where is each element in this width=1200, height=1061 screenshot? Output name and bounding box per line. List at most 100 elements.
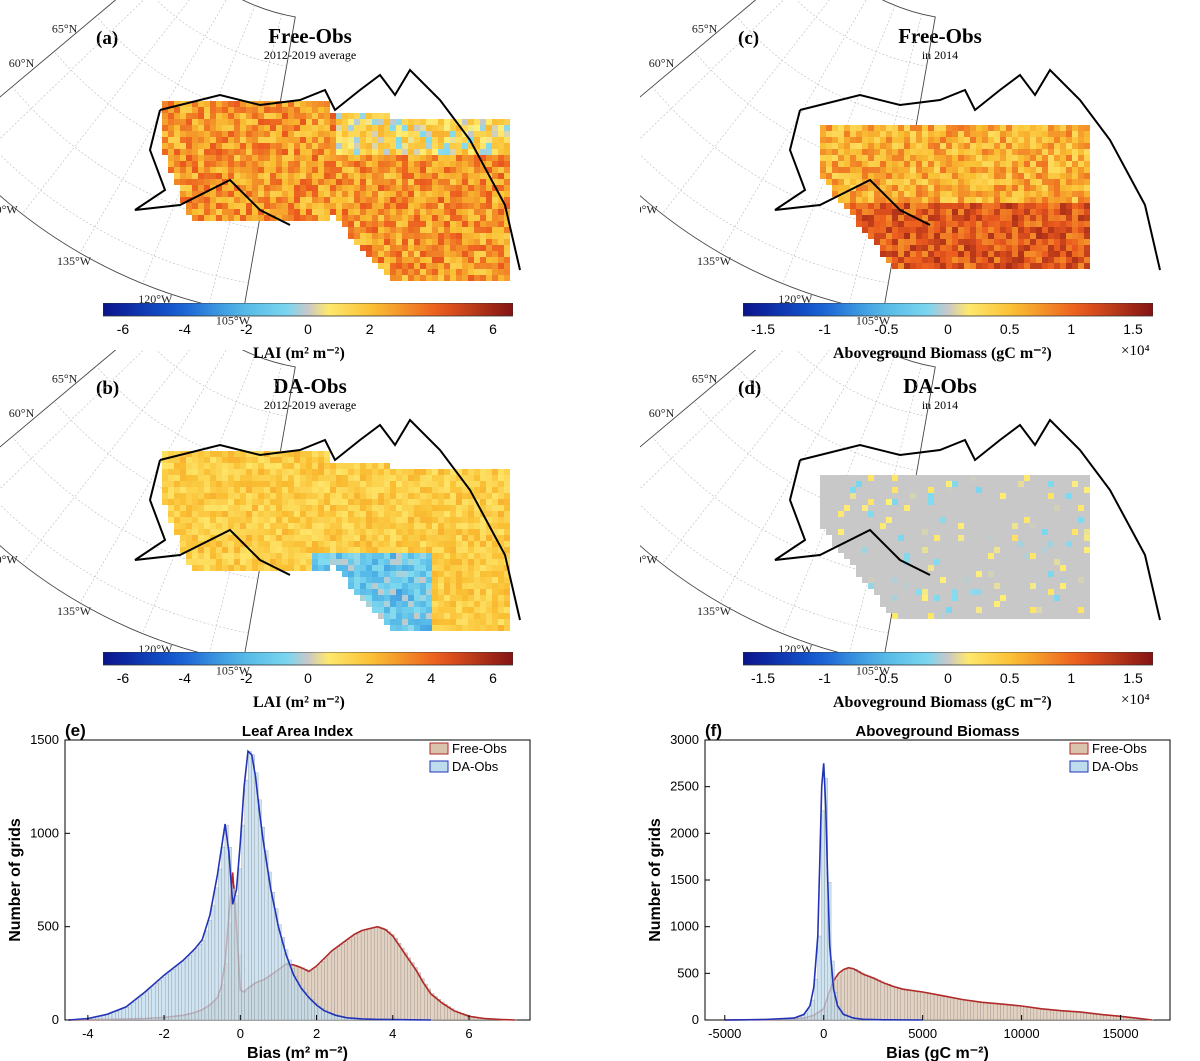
- map-cell: [438, 191, 444, 197]
- map-cell: [330, 179, 336, 185]
- map-cell: [964, 131, 970, 137]
- map-cell: [192, 215, 198, 221]
- map-cell: [898, 493, 904, 499]
- panel-label: (a): [96, 28, 119, 49]
- map-cell: [880, 125, 886, 131]
- map-cell: [450, 203, 456, 209]
- map-cell: [348, 505, 354, 511]
- map-cell: [426, 167, 432, 173]
- histogram-bar: [271, 892, 275, 1021]
- map-cell: [820, 511, 826, 517]
- map-cell: [366, 463, 372, 469]
- map-cell: [336, 113, 342, 119]
- map-cell: [1000, 553, 1006, 559]
- map-cell: [1012, 155, 1018, 161]
- map-cell: [1054, 191, 1060, 197]
- map-cell: [1048, 173, 1054, 179]
- map-cell: [1000, 137, 1006, 143]
- map-cell: [970, 559, 976, 565]
- map-cell: [444, 149, 450, 155]
- map-cell: [204, 451, 210, 457]
- map-cell: [444, 541, 450, 547]
- map-cell: [450, 565, 456, 571]
- map-cell: [1054, 161, 1060, 167]
- map-cell: [1024, 547, 1030, 553]
- map-cell: [504, 553, 510, 559]
- map-cell: [970, 553, 976, 559]
- map-cell: [372, 541, 378, 547]
- map-cell: [204, 529, 210, 535]
- map-cell: [964, 167, 970, 173]
- map-cell: [306, 215, 312, 221]
- map-cell: [366, 565, 372, 571]
- histogram-bar: [184, 958, 189, 1021]
- map-cell: [940, 505, 946, 511]
- histogram-bar: [407, 957, 412, 1021]
- map-cell: [360, 577, 366, 583]
- map-cell: [168, 487, 174, 493]
- map-cell: [300, 559, 306, 565]
- map-cell: [450, 481, 456, 487]
- map-cell: [456, 625, 462, 631]
- map-cell: [444, 191, 450, 197]
- map-cell: [252, 535, 258, 541]
- map-cell: [318, 475, 324, 481]
- map-cell: [982, 571, 988, 577]
- map-cell: [922, 559, 928, 565]
- map-cell: [300, 185, 306, 191]
- map-cell: [1072, 499, 1078, 505]
- map-cell: [462, 239, 468, 245]
- map-cell: [324, 215, 330, 221]
- map-cell: [396, 239, 402, 245]
- map-cell: [474, 251, 480, 257]
- histogram-bar: [327, 954, 332, 1021]
- map-cell: [1084, 559, 1090, 565]
- map-cell: [228, 523, 234, 529]
- map-cell: [504, 149, 510, 155]
- map-cell: [1060, 191, 1066, 197]
- map-cell: [396, 203, 402, 209]
- map-cell: [420, 535, 426, 541]
- map-cell: [312, 149, 318, 155]
- map-cell: [300, 191, 306, 197]
- map-cell: [210, 553, 216, 559]
- map-cell: [186, 185, 192, 191]
- map-cell: [372, 499, 378, 505]
- map-cell: [1072, 155, 1078, 161]
- map-cell: [468, 203, 474, 209]
- map-cell: [372, 547, 378, 553]
- map-cell: [468, 227, 474, 233]
- map-cell: [210, 191, 216, 197]
- map-cell: [982, 149, 988, 155]
- map-cell: [294, 517, 300, 523]
- map-cell: [868, 185, 874, 191]
- map-cell: [432, 613, 438, 619]
- map-cell: [898, 215, 904, 221]
- map-cell: [892, 245, 898, 251]
- map-cell: [1018, 179, 1024, 185]
- map-cell: [928, 589, 934, 595]
- map-cell: [426, 131, 432, 137]
- lon-tick-label: 135°W: [57, 604, 92, 618]
- map-cell: [850, 481, 856, 487]
- map-cell: [1012, 221, 1018, 227]
- map-cell: [390, 185, 396, 191]
- map-cell: [354, 167, 360, 173]
- map-cell: [288, 511, 294, 517]
- map-cell: [324, 125, 330, 131]
- y-tick-label: 1500: [30, 732, 59, 747]
- map-cell: [1054, 517, 1060, 523]
- map-cell: [844, 523, 850, 529]
- map-cell: [952, 565, 958, 571]
- histogram-bar: [111, 1012, 116, 1021]
- map-cell: [946, 263, 952, 269]
- map-cell: [354, 227, 360, 233]
- map-cell: [372, 131, 378, 137]
- map-cell: [246, 143, 252, 149]
- map-cell: [270, 463, 276, 469]
- map-cell: [432, 475, 438, 481]
- map-cell: [826, 523, 832, 529]
- map-cell: [210, 101, 216, 107]
- map-cell: [450, 601, 456, 607]
- map-cell: [498, 197, 504, 203]
